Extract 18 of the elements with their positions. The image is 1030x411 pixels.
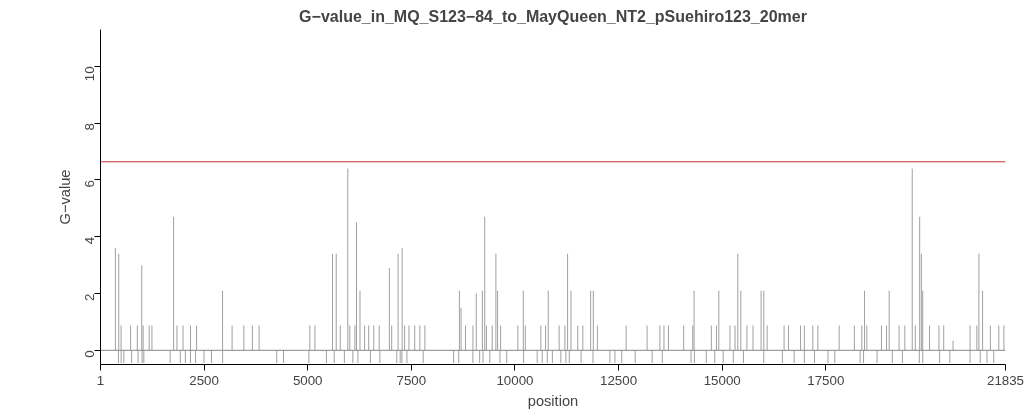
chart-title: G−value_in_MQ_S123−84_to_MayQueen_NT2_pSuehiro123_20mer	[299, 7, 807, 25]
x-tick-label: 5000	[292, 372, 323, 388]
y-tick-label: 4	[82, 236, 97, 245]
x-tick-label: 21835	[986, 372, 1025, 388]
x-tick-label: 10000	[496, 372, 534, 388]
x-axis-title: position	[527, 392, 579, 409]
x-tick-label: 1	[96, 372, 105, 388]
x-tick-label: 17500	[807, 372, 845, 388]
x-tick-label: 15000	[703, 372, 741, 388]
x-tick-label: 2500	[189, 372, 219, 388]
y-axis-title: G−value	[56, 169, 73, 225]
y-tick-label: 2	[82, 293, 97, 301]
y-tick-label: 10	[82, 66, 97, 82]
y-tick-label: 8	[82, 123, 97, 131]
y-tick-label: 6	[82, 179, 97, 188]
x-tick-label: 12500	[600, 372, 638, 388]
x-tick-label: 7500	[396, 372, 427, 388]
y-tick-label: 0	[82, 350, 97, 358]
